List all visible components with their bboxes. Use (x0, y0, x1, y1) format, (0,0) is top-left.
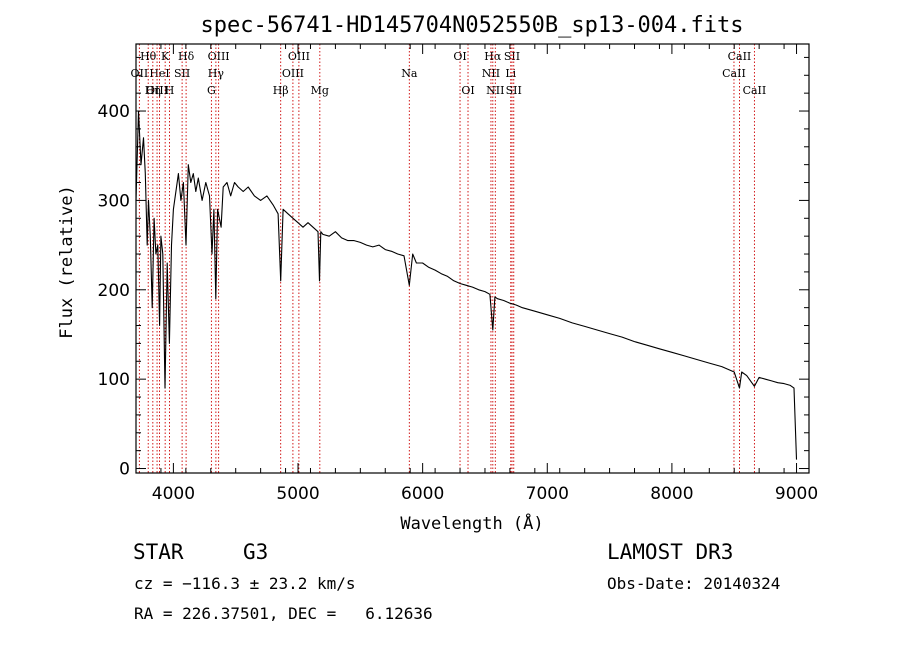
spectral-line-label: NII (482, 67, 500, 80)
spectral-line-label: Hθ (140, 50, 157, 63)
spectral-line-label: Hγ (208, 67, 225, 80)
spectral-line-label: H (165, 84, 175, 97)
spectral-line-label: OI (461, 84, 474, 97)
spectral-line-label: OII (131, 67, 149, 80)
spectral-line-label: OIII (208, 50, 230, 63)
x-tick-label: 4000 (152, 484, 195, 504)
axes-layer: 4000 5000 6000 7000 8000 9000 0 100 200 300 400 (98, 43, 818, 504)
spectral-line-label: K (161, 50, 170, 63)
spectral-line-label: Li (505, 67, 516, 80)
plot-frame (135, 43, 810, 474)
spectral-line-label: Na (401, 67, 418, 80)
spectral-line-label: G (207, 84, 216, 97)
y-tick-label: 0 (119, 460, 130, 480)
series-line-flux (135, 110, 798, 460)
y-tick-label: 100 (98, 370, 130, 390)
spectral-line-label: SII (174, 67, 190, 80)
spectral-line-label: CaII (743, 84, 767, 97)
x-tick-label: 9000 (775, 484, 818, 504)
chart-title: spec-56741-HD145704N052550B_sp13-004.fit… (200, 13, 743, 38)
object-class: STAR (133, 540, 184, 564)
spectral-line-label: Hα (484, 50, 502, 63)
spectral-line-label: OI (453, 50, 466, 63)
x-tick-label: 5000 (276, 484, 319, 504)
series-layer (135, 110, 798, 460)
x-tick-label: 6000 (401, 484, 444, 504)
spectral-line-label: Hη (145, 84, 161, 97)
spectral-line-label: SII (506, 84, 522, 97)
y-axis-label: Flux (relative) (57, 185, 77, 339)
coordinates: RA = 226.37501, DEC = 6.12636 (134, 604, 433, 623)
spectral-line-label: OIII (146, 84, 168, 97)
spectral-line-label: CaII (722, 67, 746, 80)
survey-name: LAMOST DR3 (607, 540, 734, 564)
spectral-line-label: OIII (288, 50, 310, 63)
y-tick-label: 400 (98, 102, 130, 122)
redshift-value: cz = −116.3 ± 23.2 km/s (134, 574, 356, 593)
spectral-line-label: CaII (728, 50, 752, 63)
spectral-line-label: Mg (311, 84, 329, 97)
y-tick-label: 200 (98, 281, 130, 301)
x-tick-label: 7000 (526, 484, 569, 504)
spectral-line-label: Hδ (178, 50, 195, 63)
spectral-line-label: SII (504, 50, 520, 63)
spectral-line-label: Hβ (273, 84, 289, 97)
spectral-subclass: G3 (243, 540, 269, 564)
spectral-line-label: HeI (149, 67, 169, 80)
spectral-line-label: OIII (282, 67, 304, 80)
x-axis-label: Wavelength (Å) (400, 512, 543, 534)
y-tick-label: 300 (98, 191, 130, 211)
observation-date: Obs-Date: 20140324 (607, 574, 781, 593)
spectral-line-label: NII (486, 84, 504, 97)
x-tick-label: 8000 (650, 484, 693, 504)
